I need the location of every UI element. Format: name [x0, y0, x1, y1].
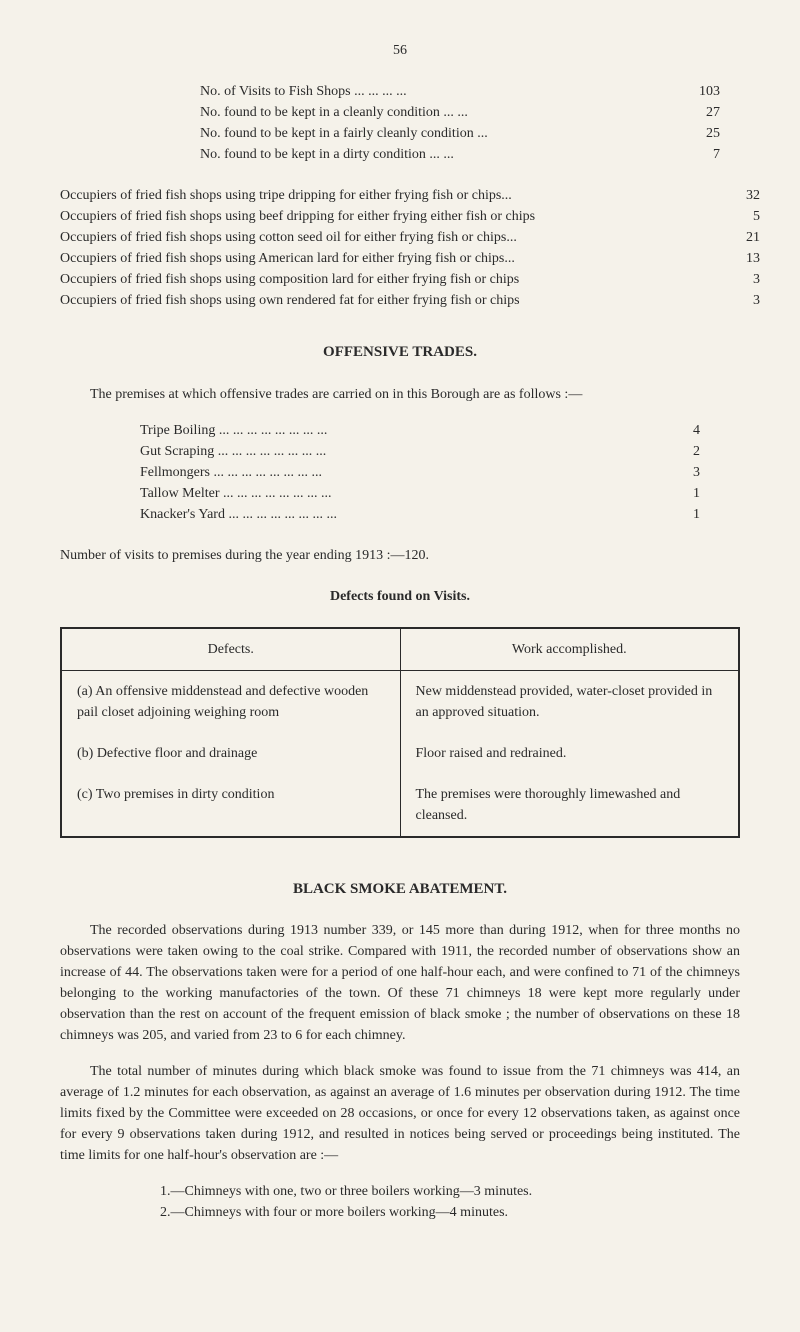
list-item: Tripe Boiling ... ... ... ... ... ... ..… — [140, 420, 700, 441]
table-cell: New middenstead provided, water-closet p… — [400, 670, 739, 733]
item-value: 4 — [670, 420, 700, 441]
item-label: Fellmongers ... ... ... ... ... ... ... … — [140, 462, 670, 483]
item-value: 3 — [720, 269, 760, 290]
item-label: Tripe Boiling ... ... ... ... ... ... ..… — [140, 420, 670, 441]
item-value: 32 — [720, 185, 760, 206]
list-item: No. found to be kept in a fairly cleanly… — [200, 123, 720, 144]
item-label: Occupiers of fried fish shops using own … — [60, 290, 720, 311]
item-label: Occupiers of fried fish shops using cott… — [60, 227, 720, 248]
list-item: Fellmongers ... ... ... ... ... ... ... … — [140, 462, 700, 483]
smoke-para-2: The total number of minutes during which… — [60, 1061, 740, 1166]
item-value: 13 — [720, 248, 760, 269]
item-value: 25 — [670, 123, 720, 144]
visits-note: Number of visits to premises during the … — [60, 545, 740, 566]
list-item: Occupiers of fried fish shops using Amer… — [60, 248, 760, 269]
item-label: No. of Visits to Fish Shops ... ... ... … — [200, 81, 670, 102]
table-cell: Floor raised and redrained. — [400, 733, 739, 774]
list-item: Tallow Melter ... ... ... ... ... ... ..… — [140, 483, 700, 504]
list-item: Knacker's Yard ... ... ... ... ... ... .… — [140, 504, 700, 525]
item-value: 1 — [670, 483, 700, 504]
item-label: No. found to be kept in a dirty conditio… — [200, 144, 670, 165]
table-cell: (a) An offensive middenstead and defecti… — [61, 670, 400, 733]
table-header: Defects. — [61, 628, 400, 671]
list-item: 2.—Chimneys with four or more boilers wo… — [160, 1202, 740, 1223]
list-item: Occupiers of fried fish shops using own … — [60, 290, 760, 311]
list-item: Occupiers of fried fish shops using beef… — [60, 206, 760, 227]
table-row: (b) Defective floor and drainage Floor r… — [61, 733, 739, 774]
smoke-items-list: 1.—Chimneys with one, two or three boile… — [160, 1181, 740, 1223]
list-item: Occupiers of fried fish shops using cott… — [60, 227, 760, 248]
item-label: Occupiers of fried fish shops using comp… — [60, 269, 720, 290]
item-value: 103 — [670, 81, 720, 102]
defects-table: Defects. Work accomplished. (a) An offen… — [60, 627, 740, 838]
list-item: Occupiers of fried fish shops using trip… — [60, 185, 760, 206]
defects-table-title: Defects found on Visits. — [60, 586, 740, 607]
list-item: Gut Scraping ... ... ... ... ... ... ...… — [140, 441, 700, 462]
table-row: (a) An offensive middenstead and defecti… — [61, 670, 739, 733]
item-value: 1 — [670, 504, 700, 525]
list-item: 1.—Chimneys with one, two or three boile… — [160, 1181, 740, 1202]
list-item: No. found to be kept in a dirty conditio… — [200, 144, 720, 165]
item-value: 5 — [720, 206, 760, 227]
item-value: 3 — [720, 290, 760, 311]
item-value: 27 — [670, 102, 720, 123]
occupiers-list: Occupiers of fried fish shops using trip… — [60, 185, 740, 311]
item-label: Occupiers of fried fish shops using beef… — [60, 206, 720, 227]
item-label: Occupiers of fried fish shops using trip… — [60, 185, 720, 206]
smoke-para-1: The recorded observations during 1913 nu… — [60, 920, 740, 1046]
table-header: Work accomplished. — [400, 628, 739, 671]
item-label: No. found to be kept in a cleanly condit… — [200, 102, 670, 123]
offensive-trades-heading: OFFENSIVE TRADES. — [60, 341, 740, 364]
trade-list: Tripe Boiling ... ... ... ... ... ... ..… — [140, 420, 740, 525]
offensive-intro: The premises at which offensive trades a… — [60, 384, 740, 405]
table-cell: The premises were thoroughly limewashed … — [400, 774, 739, 837]
list-item: No. found to be kept in a cleanly condit… — [200, 102, 720, 123]
table-cell: (b) Defective floor and drainage — [61, 733, 400, 774]
list-item: Occupiers of fried fish shops using comp… — [60, 269, 760, 290]
item-label: No. found to be kept in a fairly cleanly… — [200, 123, 670, 144]
list-item: No. of Visits to Fish Shops ... ... ... … — [200, 81, 720, 102]
page-number: 56 — [60, 40, 740, 61]
item-value: 7 — [670, 144, 720, 165]
item-label: Gut Scraping ... ... ... ... ... ... ...… — [140, 441, 670, 462]
item-label: Knacker's Yard ... ... ... ... ... ... .… — [140, 504, 670, 525]
table-cell: (c) Two premises in dirty condition — [61, 774, 400, 837]
item-value: 21 — [720, 227, 760, 248]
item-label: Occupiers of fried fish shops using Amer… — [60, 248, 720, 269]
smoke-heading: BLACK SMOKE ABATEMENT. — [60, 878, 740, 901]
item-value: 3 — [670, 462, 700, 483]
table-row: (c) Two premises in dirty condition The … — [61, 774, 739, 837]
item-label: Tallow Melter ... ... ... ... ... ... ..… — [140, 483, 670, 504]
fish-shop-list: No. of Visits to Fish Shops ... ... ... … — [200, 81, 740, 165]
item-value: 2 — [670, 441, 700, 462]
